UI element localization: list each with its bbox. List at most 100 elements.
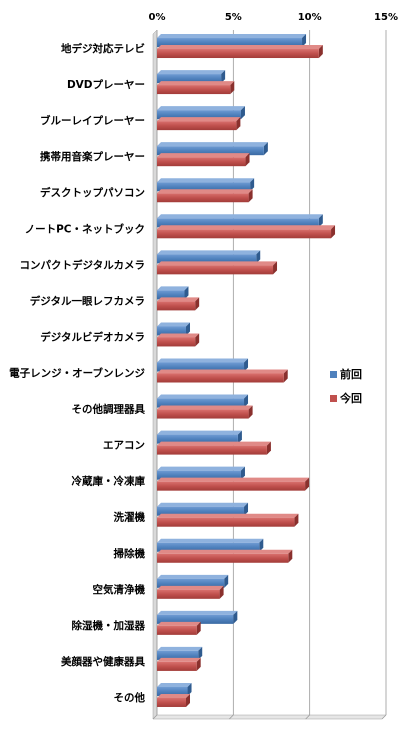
- category-label: デジタルビデオカメラ: [40, 330, 145, 343]
- bar-front-face: [157, 85, 231, 95]
- bar-top-face: [157, 45, 323, 50]
- bar-front-face: [157, 434, 238, 444]
- bar-side-face: [256, 250, 261, 264]
- category-label: 美顔器や健康器具: [61, 655, 145, 668]
- bar-front-face: [157, 625, 197, 635]
- bar-front-face: [157, 661, 197, 671]
- axes: 0% 5% 10% 15% 地デジ対応テレビ DVDプレーヤーブルーレイプレーヤー携帯用音…: [9, 12, 398, 704]
- category-label: 空気清浄機: [93, 583, 146, 596]
- bar-top-face: [157, 153, 250, 158]
- bar-top-face: [157, 646, 203, 651]
- bar-side-face: [196, 657, 201, 671]
- bar-side-face: [240, 466, 245, 480]
- bar-side-face: [236, 117, 241, 131]
- category-label: 除湿機・加湿器: [72, 619, 146, 632]
- bar-curr: [157, 549, 293, 563]
- bar-top-face: [157, 106, 245, 111]
- bar-side-face: [248, 405, 253, 419]
- bar-prev: [157, 646, 203, 660]
- bar-top-face: [157, 657, 201, 662]
- category-label: 洗濯機: [114, 511, 146, 524]
- bar-front-face: [157, 74, 222, 84]
- bar-front-face: [157, 182, 251, 192]
- bar-prev: [157, 250, 261, 264]
- bar-top-face: [157, 358, 249, 363]
- bar-curr: [157, 45, 323, 59]
- bar-top-face: [157, 225, 336, 230]
- bar-top-face: [157, 513, 299, 518]
- bar-front-face: [157, 301, 196, 311]
- bar-side-face: [186, 693, 191, 707]
- bar-side-face: [237, 430, 242, 444]
- bar-side-face: [318, 214, 323, 228]
- legend-swatch: [330, 395, 337, 402]
- bar-curr: [157, 333, 200, 347]
- bar-front-face: [157, 589, 220, 599]
- bar-prev: [157, 358, 249, 372]
- bar-front-face: [157, 121, 237, 131]
- category-label: コンパクトデジタルカメラ: [20, 258, 145, 271]
- bar-side-face: [305, 477, 310, 491]
- bar-top-face: [157, 621, 201, 626]
- bar-front-face: [157, 218, 319, 228]
- bar-curr: [157, 657, 201, 671]
- bar-side-face: [263, 142, 268, 156]
- bar-front-face: [157, 686, 188, 696]
- bar-top-face: [157, 538, 264, 543]
- bar-side-face: [244, 502, 249, 516]
- bar-curr: [157, 621, 201, 635]
- bar-top-face: [157, 430, 242, 435]
- bar-side-face: [318, 45, 323, 59]
- bar-prev: [157, 574, 229, 588]
- bar-front-face: [157, 146, 264, 156]
- bar-side-face: [244, 394, 249, 408]
- bar-side-face: [283, 369, 288, 383]
- bar-prev: [157, 214, 323, 228]
- bar-top-face: [157, 322, 191, 327]
- bar-prev: [157, 466, 245, 480]
- bar-top-face: [157, 574, 229, 579]
- bar-top-face: [157, 502, 249, 507]
- bar-front-face: [157, 409, 249, 419]
- bar-front-face: [157, 614, 234, 624]
- bar-side-face: [240, 106, 245, 120]
- bar-top-face: [157, 477, 310, 482]
- bar-side-face: [266, 441, 271, 455]
- plot-side-wall: [152, 29, 158, 720]
- category-label: 冷蔵庫・冷凍庫: [72, 475, 146, 488]
- bar-front-face: [157, 337, 196, 347]
- bar-top-face: [157, 142, 268, 147]
- category-label: デジタル一眼レフカメラ: [30, 294, 145, 307]
- bar-front-face: [157, 542, 260, 552]
- bar-front-face: [157, 470, 241, 480]
- bar-front-face: [157, 265, 274, 275]
- bar-curr: [157, 405, 253, 419]
- bar-curr: [157, 189, 253, 203]
- bar-side-face: [196, 621, 201, 635]
- bar-prev: [157, 394, 249, 408]
- bar-prev: [157, 34, 307, 48]
- gridline-floor: [305, 714, 310, 720]
- bar-top-face: [157, 405, 253, 410]
- x-tick-label: 0%: [149, 12, 166, 23]
- gridlines: [152, 30, 387, 720]
- bar-front-face: [157, 553, 289, 563]
- bar-front-face: [157, 517, 295, 527]
- bar-side-face: [331, 225, 336, 239]
- category-label: 掃除機: [114, 547, 146, 560]
- bar-top-face: [157, 369, 288, 374]
- bar-front-face: [157, 38, 303, 48]
- bar-side-face: [230, 81, 235, 95]
- bar-prev: [157, 106, 245, 120]
- bar-curr: [157, 693, 191, 707]
- gridline-floor: [381, 714, 387, 720]
- category-label: DVDプレーヤー: [67, 78, 145, 91]
- bar-front-face: [157, 650, 199, 660]
- category-label: 携帯用音楽プレーヤー: [40, 150, 145, 163]
- bar-side-face: [224, 574, 229, 588]
- bar-top-face: [157, 549, 293, 554]
- bar-top-face: [157, 34, 307, 39]
- bar-front-face: [157, 445, 267, 455]
